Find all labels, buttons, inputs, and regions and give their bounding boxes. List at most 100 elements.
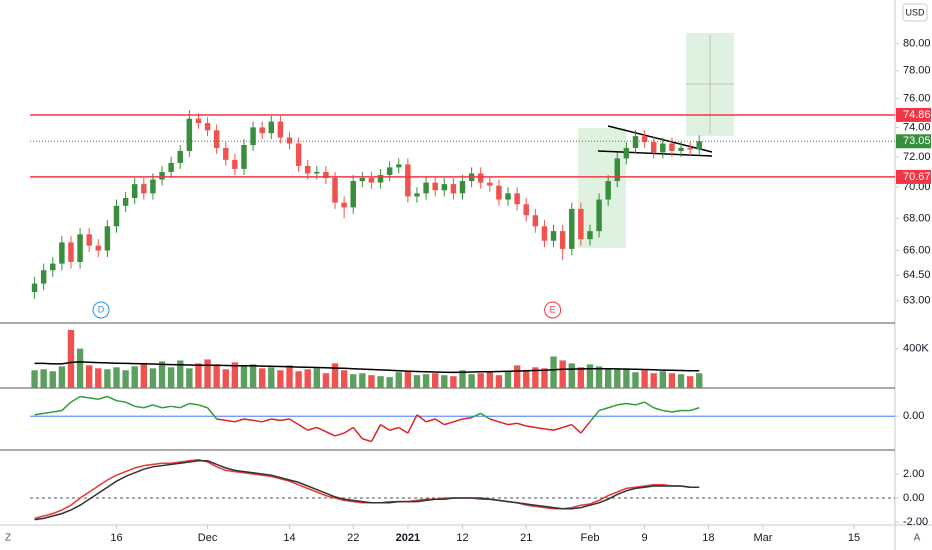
volume-bar (240, 366, 248, 388)
volume-bar (559, 360, 566, 388)
candle-body (650, 142, 657, 153)
oscillator-segment (289, 418, 300, 426)
volume-bar (441, 375, 448, 388)
candle-body (277, 121, 284, 138)
volume-bar (677, 374, 685, 388)
volume-bar (523, 371, 530, 388)
candle-body (687, 147, 693, 150)
candle-body (396, 164, 402, 168)
y-tick-label: -2.00 (903, 516, 928, 528)
volume-bar (632, 372, 639, 388)
candle-body (623, 147, 630, 159)
oscillator-segment (89, 397, 99, 401)
volume-bar (313, 368, 321, 388)
corner-label: Z (5, 533, 11, 544)
oscillator-segment (298, 423, 309, 431)
volume-bar (31, 370, 38, 388)
candle-body (150, 179, 156, 194)
volume-bar (404, 371, 412, 388)
oscillator-segment (334, 432, 345, 437)
candle-body (40, 270, 47, 284)
oscillator-segment (252, 419, 263, 423)
oscillator-segment (380, 423, 391, 431)
volume-bar (541, 368, 548, 388)
oscillator-segment (635, 401, 645, 406)
volume-bar (359, 373, 366, 388)
volume-bar (177, 360, 184, 388)
oscillator-segment (689, 407, 700, 412)
candle-body (678, 147, 684, 151)
oscillator-segment (171, 405, 181, 409)
oscillator-segment (626, 402, 636, 406)
volume-bar (67, 329, 75, 388)
y-tick-label: 66.00 (903, 244, 931, 256)
currency: USD (905, 7, 925, 17)
trend-line (607, 125, 713, 153)
trend-line (597, 150, 713, 157)
volume-bar (95, 368, 102, 388)
volume-bar (49, 371, 56, 388)
volume-ma (34, 361, 700, 374)
volume-bar (550, 356, 557, 388)
oscillator-segment (161, 405, 172, 409)
candle-body (523, 204, 529, 216)
volume-bar (186, 368, 193, 388)
oscillator-segment (598, 407, 609, 412)
volume-bar (668, 373, 676, 388)
x-tick-label: 21 (520, 532, 532, 544)
oscillator-segment (362, 438, 372, 443)
candle-body (669, 143, 675, 151)
oscillator-segment (43, 411, 53, 415)
volume-bar (650, 373, 657, 388)
x-tick-label: Dec (198, 532, 218, 544)
oscillator-segment (234, 418, 245, 423)
candle-body (122, 198, 129, 206)
oscillator-segment (107, 395, 117, 402)
candle-body (268, 121, 275, 134)
candle-body (68, 242, 74, 262)
candle-body (496, 185, 502, 200)
oscillator-segment (480, 412, 491, 420)
event-label: D (98, 304, 105, 314)
corner-label: A (914, 533, 921, 544)
oscillator-segment (61, 401, 72, 412)
candle-body (423, 182, 429, 194)
candle-body (386, 167, 393, 175)
oscillator-segment (489, 418, 500, 423)
candle-body (450, 184, 457, 194)
oscillator-segment (134, 405, 144, 409)
volume-bar (258, 368, 266, 388)
x-tick-label: 22 (347, 532, 359, 544)
candle-body (232, 159, 238, 169)
oscillator-segment (653, 407, 664, 412)
candle-body (241, 144, 247, 169)
volume-bar (322, 373, 330, 388)
oscillator-segment (152, 404, 163, 409)
price-label-box (896, 169, 931, 184)
oscillator-segment (52, 409, 62, 413)
volume-bar (604, 368, 612, 388)
y-tick-label: 70.00 (903, 181, 931, 193)
candle-body (660, 143, 666, 153)
oscillator-segment (243, 418, 254, 422)
y-tick-label: 74.00 (903, 121, 931, 133)
volume-bar (377, 376, 384, 388)
candle-body (168, 162, 174, 172)
candle-body (550, 231, 557, 241)
currency-box (902, 3, 928, 22)
candle-body (459, 181, 466, 194)
candle-body (641, 136, 648, 143)
candle-body (295, 143, 302, 166)
volume-bar (350, 374, 357, 388)
oscillator-segment (189, 402, 199, 406)
candle-body (505, 193, 511, 200)
oscillator-segment (462, 416, 472, 420)
candle-body (177, 150, 183, 163)
candle-body (487, 182, 493, 186)
candle-body (50, 263, 56, 271)
oscillator-segment (662, 409, 673, 413)
oscillator-segment (389, 426, 399, 431)
candle-body (432, 182, 438, 191)
oscillator-segment (444, 421, 454, 426)
volume-bar (286, 365, 293, 388)
